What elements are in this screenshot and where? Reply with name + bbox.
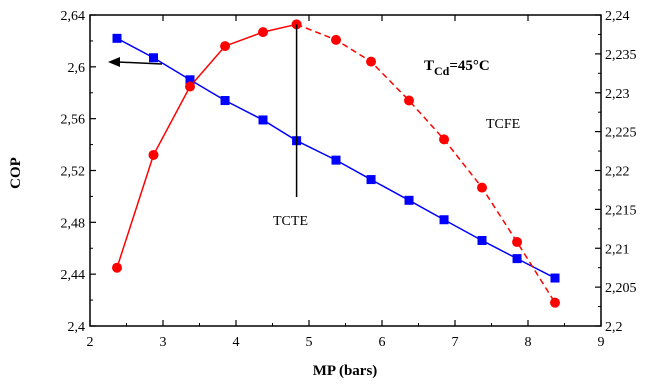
series-line-solid (116, 23, 297, 268)
y-right-tick-label: 2,2 (605, 320, 623, 335)
series-point-square (512, 254, 522, 264)
tcd-symbol: T (424, 58, 434, 74)
y-right-tick-label: 2,21 (605, 242, 630, 257)
series-point-circle (366, 56, 377, 67)
x-tick-label: 8 (525, 335, 532, 350)
tcfe-label: TCFE (486, 117, 520, 132)
tick-labels: 2 3 4 5 6 7 8 9 2,4 2,44 2,48 2,52 2,56 2,6 2,64 2,2 2,2… (61, 9, 637, 350)
plot-frame (89, 14, 602, 327)
series-point-square (550, 273, 560, 283)
x-tick-label: 7 (452, 335, 459, 350)
series-point-square (185, 75, 195, 85)
x-tick-label: 3 (160, 335, 167, 350)
series-point-circle (112, 262, 123, 273)
y-left-tick-label: 2,44 (61, 268, 86, 283)
y-left-tick-label: 2,4 (68, 320, 86, 335)
y-right-tick-label: 2,205 (605, 281, 637, 296)
y-right-tick-label: 2,225 (605, 126, 637, 141)
series-point-circle (404, 95, 415, 106)
series-point-square (112, 33, 122, 43)
y-right-tick-label: 2,22 (605, 165, 630, 180)
series-point-square (258, 115, 268, 125)
y-left-tick-label: 2,52 (61, 165, 86, 180)
tcte-label: TCTE (273, 214, 308, 229)
y-left-tick-label: 2,6 (68, 61, 86, 76)
x-tick-label: 6 (379, 335, 386, 350)
series-point-circle (477, 182, 488, 193)
y-right-tick-label: 2,24 (605, 9, 630, 24)
series-line-dashed (296, 23, 556, 304)
series-point-circle (331, 34, 342, 45)
y-right-tick-label: 2,235 (605, 48, 637, 63)
series-point-square (331, 155, 341, 165)
x-axis-title: MP (bars) (313, 363, 378, 379)
y-axis-title: COP (8, 157, 24, 189)
series-point-circle (148, 149, 159, 160)
series-point-square (366, 175, 376, 185)
y-left-tick-label: 2,56 (61, 113, 86, 128)
x-tick-label: 9 (598, 335, 605, 350)
series-point-square (477, 235, 487, 245)
plot-border (89, 14, 602, 327)
x-tick-label: 4 (233, 335, 240, 350)
series-point-circle (439, 134, 450, 145)
series-point-square (220, 96, 230, 106)
x-tick-label: 2 (87, 335, 94, 350)
series-point-circle (258, 27, 269, 38)
tcd-subscript: Cd (434, 64, 450, 78)
y-right-tick-label: 2,215 (605, 203, 637, 218)
series-point-circle (512, 237, 523, 248)
series-point-circle (550, 297, 561, 308)
y-left-tick-label: 2,48 (61, 216, 86, 231)
x-tick-label: 5 (306, 335, 313, 350)
series-point-square (149, 53, 159, 63)
series-point-circle (185, 81, 196, 92)
y-right-tick-label: 2,23 (605, 87, 630, 102)
series-layer (112, 19, 561, 308)
y-left-tick-label: 2,64 (61, 9, 86, 24)
left-axis-arrow (108, 57, 163, 67)
tcd-value: =45°C (449, 58, 489, 74)
tcd-label: TCd=45°C (424, 58, 490, 78)
series-point-circle (220, 41, 231, 52)
series-point-square (439, 215, 449, 225)
series-point-square (404, 195, 414, 205)
tick-marks (89, 14, 602, 327)
